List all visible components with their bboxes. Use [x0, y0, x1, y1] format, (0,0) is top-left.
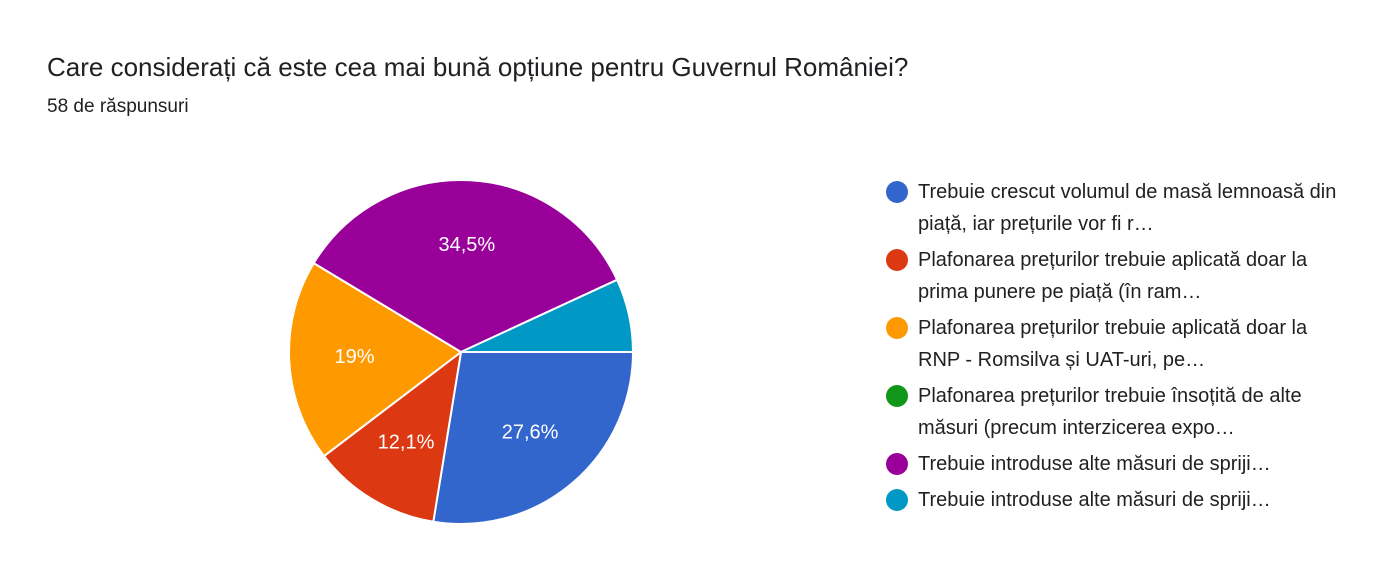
slice-label: 12,1%: [378, 432, 435, 454]
pie-slice: [432, 351, 635, 525]
legend: Trebuie crescut volumul de masă lemnoasă…: [886, 176, 1346, 520]
chart-title: Care considerați că este cea mai bună op…: [47, 52, 909, 82]
legend-marker: [886, 249, 908, 271]
legend-item: Trebuie crescut volumul de masă lemnoasă…: [886, 176, 1346, 240]
pie-slice: [288, 261, 463, 458]
legend-marker: [886, 181, 908, 203]
legend-item: Trebuie introduse alte măsuri de spriji…: [886, 448, 1346, 480]
slice-label: 34,5%: [438, 234, 495, 256]
pie-slice: [322, 349, 463, 523]
legend-item: Trebuie introduse alte măsuri de spriji…: [886, 484, 1346, 516]
legend-label: Trebuie introduse alte măsuri de spriji…: [918, 489, 1271, 511]
legend-marker: [886, 489, 908, 511]
legend-label: Trebuie crescut volumul de masă lemnoasă…: [918, 181, 1337, 235]
pie-slice: [312, 179, 619, 354]
legend-label: Trebuie introduse alte măsuri de spriji…: [918, 453, 1271, 475]
legend-item: Plafonarea prețurilor trebuie aplicată d…: [886, 312, 1346, 376]
legend-marker: [886, 385, 908, 407]
legend-label: Plafonarea prețurilor trebuie aplicată d…: [918, 317, 1308, 371]
legend-item: Plafonarea prețurilor trebuie aplicată d…: [886, 244, 1346, 308]
slice-label: 19%: [334, 346, 374, 368]
chart: 27,6% 12,1% 19% 34,5%: [288, 179, 635, 525]
legend-item: Plafonarea prețurilor trebuie însoțită d…: [886, 380, 1346, 444]
pie-slice: [460, 278, 635, 353]
legend-label: Plafonarea prețurilor trebuie însoțită d…: [918, 385, 1302, 439]
legend-label: Plafonarea prețurilor trebuie aplicată d…: [918, 249, 1308, 303]
legend-marker: [886, 317, 908, 339]
legend-marker: [886, 453, 908, 475]
chart-subtitle: 58 de răspunsuri: [47, 96, 189, 117]
slice-label: 27,6%: [502, 422, 559, 444]
